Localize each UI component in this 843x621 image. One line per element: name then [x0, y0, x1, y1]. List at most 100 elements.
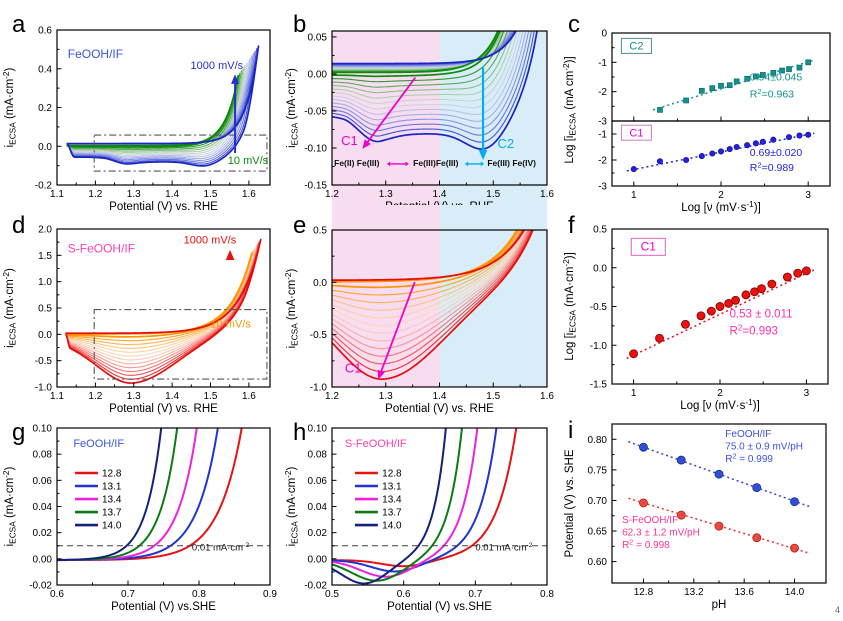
y-tick-label: 0.80 — [588, 435, 608, 446]
x-tick-label: 1 — [631, 388, 637, 399]
data-point — [741, 290, 751, 300]
data-point — [718, 82, 724, 89]
y-tick-label: 0.04 — [308, 502, 328, 513]
y-tick-label: 0.65 — [588, 527, 608, 538]
x-tick-label: 1.2 — [325, 391, 339, 402]
data-point — [757, 284, 766, 294]
y-axis-title: iECSA (mA·cm-2) — [1, 466, 17, 546]
plot-area-g — [57, 428, 243, 562]
x-tick-label: 1.4 — [165, 391, 179, 402]
x-tick-label: 0.8 — [192, 589, 206, 600]
annotation: 10 mV/s — [211, 318, 252, 330]
annotation: S-FeOOH/IF — [68, 242, 135, 256]
curve — [65, 248, 256, 353]
curve — [332, 31, 521, 110]
annotation: 75.0 ± 0.9 mV/pH — [725, 441, 803, 452]
y-axis-title: Log [iECSA (mA·cm-2)] — [561, 252, 577, 361]
x-tick-label: 12.8 — [634, 587, 654, 598]
data-point — [683, 97, 689, 104]
data-point — [655, 333, 664, 343]
x-axis-title: Potential (V) vs.SHE — [387, 601, 492, 613]
peak-label: C1 — [629, 128, 643, 140]
polygon-shape — [480, 161, 485, 167]
x-tick-label: 1.1 — [50, 189, 64, 200]
panel-letter-b: b — [293, 11, 306, 38]
y-tick-label: 0.08 — [33, 450, 53, 461]
panel-letter-d: d — [12, 212, 25, 239]
annotation-arrow-head — [225, 249, 235, 261]
x-tick-label: 1.3 — [127, 189, 141, 200]
x-axis-title: Potential (V) vs. RHE — [109, 403, 218, 415]
x-tick-label: 1.2 — [88, 189, 102, 200]
plot-area-h — [332, 428, 518, 585]
curve — [65, 250, 254, 346]
peak-label-box — [620, 37, 652, 54]
y-tick-label: 0.08 — [308, 450, 328, 461]
x-tick-label: 1.6 — [540, 189, 554, 200]
annotation: S-FeOOH/IF — [345, 438, 407, 450]
data-point — [767, 279, 777, 289]
annotation: Fe(III) Fe(IV) — [487, 158, 536, 168]
annotation: Fe(II) Fe(III) — [334, 158, 380, 168]
x-tick-label: 1.2 — [325, 189, 339, 200]
y-tick-label: 0.10 — [33, 424, 53, 435]
curve — [332, 31, 533, 136]
annotation: 0.53 ± 0.011 — [730, 308, 793, 320]
data-point — [706, 306, 716, 316]
annotation: 62.3 ± 1.2 mV/pH — [622, 528, 700, 539]
y-tick-label: -0.02 — [304, 581, 327, 592]
annotation-arrow — [367, 77, 417, 143]
legend-label: 12.8 — [102, 469, 122, 480]
legend-label: 13.4 — [382, 495, 402, 506]
data-point — [714, 521, 724, 531]
panel-letter-f: f — [568, 212, 575, 239]
x-tick-label: 1.5 — [204, 391, 218, 402]
y-tick-label: 0.0 — [38, 330, 52, 341]
y-tick-label: 0.06 — [308, 476, 328, 487]
y-tick-label: -1.0 — [590, 341, 608, 352]
y-tick-label: 0.00 — [308, 554, 328, 565]
y-tick-label: 0.0 — [593, 263, 607, 274]
y-tick-label: 0.0 — [313, 278, 327, 289]
x-tick-label: 1 — [631, 190, 637, 201]
y-tick-label: 0.6 — [38, 26, 52, 37]
curve — [66, 45, 260, 167]
x-tick-label: 1.2 — [88, 391, 102, 402]
polygon-shape — [386, 161, 391, 167]
annotation: 0.69±0.020 — [750, 147, 803, 159]
curve — [332, 428, 498, 573]
y-tick-label: 2.0 — [38, 225, 52, 236]
x-tick-label: 1.4 — [433, 391, 447, 402]
y-tick-label: 0.4 — [38, 64, 52, 75]
annotation: S-FeOOH/IF — [622, 515, 678, 526]
y-axis-title: iECSA (mA·cm-2) — [283, 466, 299, 546]
y-tick-label: 0.04 — [33, 502, 53, 513]
y-axis-title: iECSA (mA·cm-2) — [283, 268, 299, 348]
panel-letter-g: g — [12, 419, 25, 446]
annotation: R2 = 0.999 — [725, 452, 773, 465]
annotation: FeOOH/IF — [73, 438, 124, 450]
annotation: FeOOH/IF — [68, 47, 123, 61]
annotation: R2=0.963 — [750, 87, 794, 101]
data-point — [733, 143, 740, 151]
plot-area-c1 — [657, 59, 812, 113]
y-tick-label: 0.2 — [38, 103, 52, 114]
y-tick-label: 0.0 — [38, 142, 52, 153]
curve — [332, 428, 463, 582]
x-tick-label: 2 — [718, 190, 724, 201]
panel-e: 1.2 1.3 1.4 1.5 1.6 0.5 0.0 -0.5 -1.0 Potential (… — [283, 205, 554, 415]
y-tick-label: -1 — [598, 58, 607, 69]
curve — [332, 230, 519, 289]
curve — [332, 31, 508, 88]
x-axis-title: Log [ν (mV·s-1)] — [680, 397, 760, 412]
y-tick-label: -1.0 — [310, 383, 328, 394]
data-point — [733, 78, 740, 85]
y-axis-title: iECSA (mA·cm-2) — [283, 68, 299, 148]
y-tick-label: -0.2 — [35, 181, 53, 192]
y-tick-label: -0.5 — [35, 356, 53, 367]
x-tick-label: 0.8 — [540, 589, 554, 600]
legend-label: 13.7 — [382, 508, 402, 519]
data-point — [744, 75, 751, 82]
y-tick-label: 0.5 — [313, 226, 327, 237]
